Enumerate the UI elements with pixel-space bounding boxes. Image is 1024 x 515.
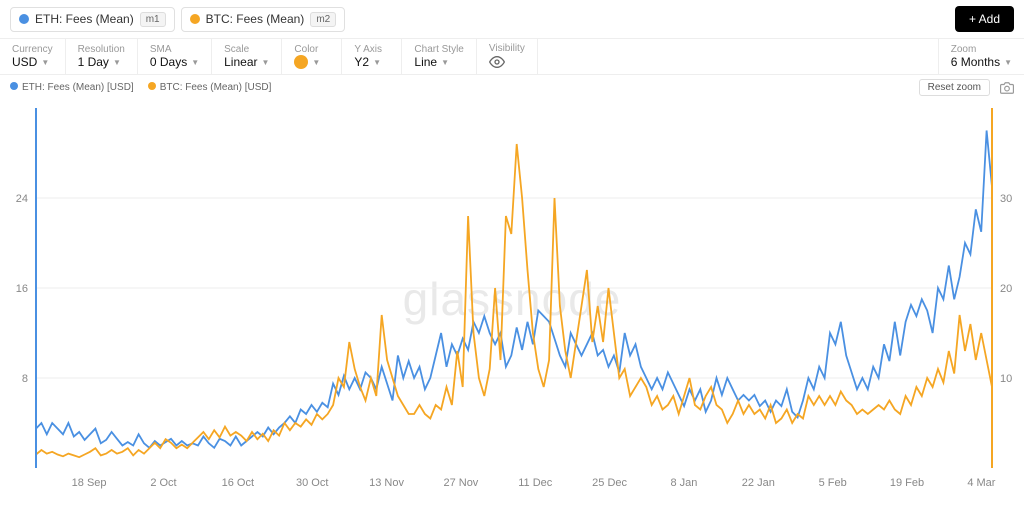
control-value: Y2	[354, 55, 369, 69]
control-label: Resolution	[78, 44, 125, 55]
metric-label-btc: BTC: Fees (Mean)	[206, 12, 305, 26]
eye-icon	[489, 54, 505, 70]
svg-text:20: 20	[1000, 283, 1012, 295]
chevron-down-icon: ▼	[261, 58, 269, 67]
control-zoom[interactable]: Zoom 6 Months ▼	[938, 39, 1024, 74]
controls-bar: Currency USD ▼ Resolution 1 Day ▼ SMA 0 Da…	[0, 39, 1024, 75]
camera-icon[interactable]	[1000, 81, 1014, 95]
control-currency[interactable]: Currency USD ▼	[0, 39, 66, 74]
control-resolution[interactable]: Resolution 1 Day ▼	[66, 39, 138, 74]
svg-text:30: 30	[1000, 193, 1012, 205]
add-metric-button[interactable]: + Add	[955, 6, 1014, 32]
control-label: Zoom	[951, 44, 1012, 55]
metric-label-eth: ETH: Fees (Mean)	[35, 12, 134, 26]
control-value: 6 Months	[951, 55, 1000, 69]
metric-tag-btc: m2	[310, 12, 336, 27]
control-label: Visibility	[489, 43, 525, 54]
metric-dot-eth	[19, 14, 29, 24]
svg-text:22 Jan: 22 Jan	[742, 477, 775, 489]
control-chart-style[interactable]: Chart Style Line ▼	[402, 39, 476, 74]
metric-pill-btc[interactable]: BTC: Fees (Mean) m2	[181, 7, 346, 32]
control-value: Linear	[224, 55, 257, 69]
control-label: Currency	[12, 44, 53, 55]
control-value: Line	[414, 55, 437, 69]
legend-text: BTC: Fees (Mean) [USD]	[160, 82, 272, 93]
legend-dot	[148, 82, 156, 90]
svg-text:13 Nov: 13 Nov	[369, 477, 404, 489]
svg-text:25 Dec: 25 Dec	[592, 477, 627, 489]
chart-area[interactable]: glassnode 8162410203018 Sep2 Oct16 Oct30…	[0, 100, 1024, 515]
metric-dot-btc	[190, 14, 200, 24]
chevron-down-icon: ▼	[441, 58, 449, 67]
control-label: Chart Style	[414, 44, 463, 55]
control-yaxis[interactable]: Y Axis Y2 ▼	[342, 39, 402, 74]
control-label: Scale	[224, 44, 269, 55]
line-chart-svg: 8 16 24 10 20 30 18 Sep 2 Oct 16 Oct 30 Oct 13 Nov…	[0, 100, 1024, 515]
control-label: SMA	[150, 44, 199, 55]
chevron-down-icon: ▼	[312, 58, 320, 67]
svg-text:30 Oct: 30 Oct	[296, 477, 328, 489]
svg-text:24: 24	[16, 193, 28, 205]
control-value: 1 Day	[78, 55, 109, 69]
chevron-down-icon: ▼	[373, 58, 381, 67]
metric-tag-eth: m1	[140, 12, 166, 27]
svg-text:16 Oct: 16 Oct	[222, 477, 254, 489]
color-swatch	[294, 55, 308, 69]
svg-text:8 Jan: 8 Jan	[670, 477, 697, 489]
legend-text: ETH: Fees (Mean) [USD]	[22, 82, 134, 93]
control-label: Y Axis	[354, 44, 389, 55]
control-value: 0 Days	[150, 55, 187, 69]
svg-text:18 Sep: 18 Sep	[72, 477, 107, 489]
control-sma[interactable]: SMA 0 Days ▼	[138, 39, 212, 74]
legend-dot	[10, 82, 18, 90]
control-visibility[interactable]: Visibility	[477, 39, 538, 74]
chevron-down-icon: ▼	[191, 58, 199, 67]
control-color[interactable]: Color ▼	[282, 39, 342, 74]
svg-text:27 Nov: 27 Nov	[443, 477, 478, 489]
control-label: Color	[294, 44, 329, 55]
control-value: USD	[12, 55, 37, 69]
chevron-down-icon: ▼	[41, 58, 49, 67]
svg-text:19 Feb: 19 Feb	[890, 477, 924, 489]
reset-zoom-button[interactable]: Reset zoom	[919, 79, 990, 96]
chart-legend-bar: ETH: Fees (Mean) [USD] BTC: Fees (Mean) …	[0, 75, 1024, 100]
svg-text:5 Feb: 5 Feb	[819, 477, 847, 489]
svg-text:2 Oct: 2 Oct	[150, 477, 176, 489]
chevron-down-icon: ▼	[1004, 58, 1012, 67]
svg-text:16: 16	[16, 283, 28, 295]
legend-item-eth[interactable]: ETH: Fees (Mean) [USD]	[10, 82, 134, 93]
svg-text:8: 8	[22, 373, 28, 385]
svg-text:4 Mar: 4 Mar	[967, 477, 995, 489]
svg-text:11 Dec: 11 Dec	[518, 477, 553, 489]
top-metrics-bar: ETH: Fees (Mean) m1 BTC: Fees (Mean) m2 …	[0, 0, 1024, 39]
control-scale[interactable]: Scale Linear ▼	[212, 39, 282, 74]
svg-text:10: 10	[1000, 373, 1012, 385]
metric-pill-eth[interactable]: ETH: Fees (Mean) m1	[10, 7, 175, 32]
legend-item-btc[interactable]: BTC: Fees (Mean) [USD]	[148, 82, 272, 93]
chevron-down-icon: ▼	[113, 58, 121, 67]
